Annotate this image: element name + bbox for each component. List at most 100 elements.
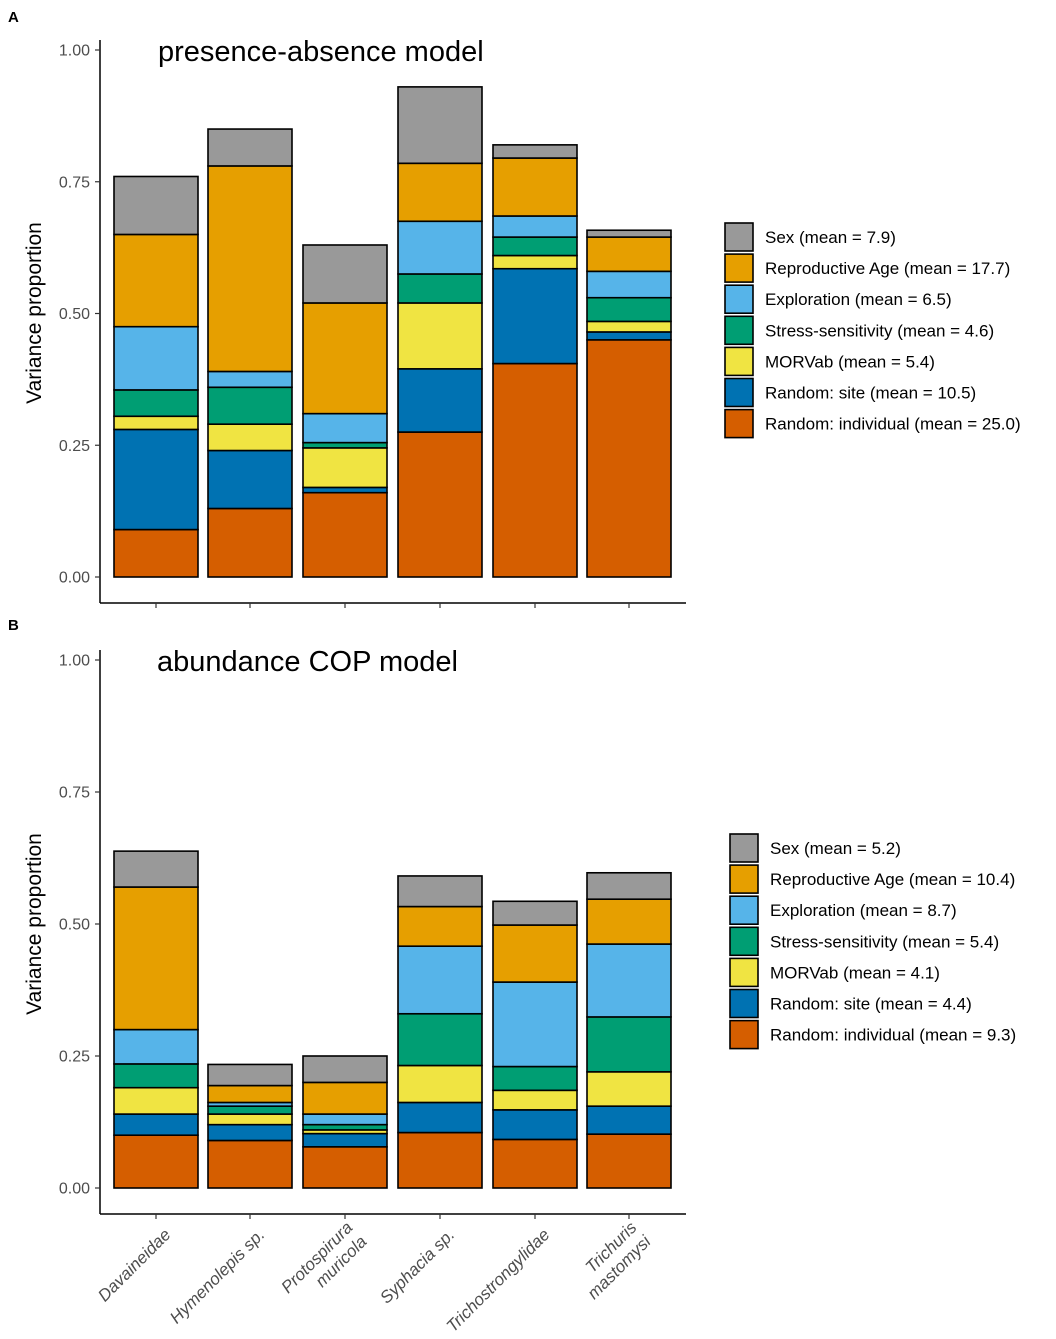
- bar-segment-exploration: [492, 215, 578, 238]
- legend-label: Random: individual (mean = 25.0): [765, 415, 1021, 434]
- x-tick-label: Davaineidae: [94, 1225, 174, 1305]
- bar-segment-sex: [113, 175, 199, 236]
- bar-segment-morvab: [397, 302, 483, 370]
- y-tick-label: 0.25: [59, 438, 90, 455]
- panel-label: B: [8, 617, 19, 634]
- legend-swatch: [729, 833, 759, 863]
- bar-segment-reproductive-age: [586, 898, 672, 945]
- bar-segment-sex: [586, 229, 672, 238]
- legend-swatch: [729, 926, 759, 957]
- legend-swatch: [724, 315, 754, 346]
- legend-swatch: [729, 957, 759, 988]
- y-tick-label: 0.00: [59, 570, 90, 587]
- bar-segment-stress-sensitivity: [492, 236, 578, 257]
- bar-segment-random-site: [207, 449, 293, 510]
- y-tick-label: 1.00: [59, 43, 90, 60]
- legend-swatch: [724, 346, 754, 377]
- y-tick-label: 0.50: [59, 306, 90, 323]
- bar-segment-morvab: [207, 1113, 293, 1126]
- legend-label: Sex (mean = 7.9): [765, 228, 896, 247]
- bar-segment-morvab: [586, 320, 672, 333]
- bar-segment-exploration: [302, 412, 388, 444]
- bar-segment-reproductive-age: [113, 886, 199, 1031]
- bar-segment-exploration: [113, 1028, 199, 1065]
- legend-label: Reproductive Age (mean = 17.7): [765, 259, 1010, 278]
- bar-segment-random-site: [397, 368, 483, 433]
- bar-segment-sex: [492, 144, 578, 159]
- bar-segment-exploration: [586, 943, 672, 1018]
- bar-segment-morvab: [492, 254, 578, 270]
- bar-segment-stress-sensitivity: [207, 386, 293, 425]
- legend-swatch: [729, 988, 759, 1019]
- bar-segment-stress-sensitivity: [586, 296, 672, 323]
- bar-segment-random-individual: [302, 491, 388, 578]
- bar-segment-stress-sensitivity: [207, 1105, 293, 1115]
- panel-title: abundance COP model: [157, 646, 458, 678]
- x-tick-label: Syphacia sp.: [376, 1225, 458, 1307]
- bar-segment-random-site: [492, 1109, 578, 1141]
- bar-segment-random-individual: [207, 507, 293, 578]
- bar-segment-random-site: [113, 428, 199, 531]
- panel-title: presence-absence model: [158, 36, 484, 68]
- bar-segment-random-individual: [302, 1146, 388, 1189]
- bar-segment-sex: [113, 850, 199, 888]
- bar-segment-random-individual: [113, 528, 199, 578]
- x-tick-label: Trichurismastomysi: [570, 1217, 656, 1303]
- bar-segment-stress-sensitivity: [492, 1065, 578, 1092]
- bar-segment-random-individual: [113, 1134, 199, 1189]
- legend-label: Stress-sensitivity (mean = 5.4): [770, 932, 999, 951]
- bar-segment-morvab: [397, 1064, 483, 1104]
- bar-segment-random-site: [397, 1101, 483, 1134]
- legend-label: Random: individual (mean = 9.3): [770, 1026, 1016, 1045]
- bar-segment-random-site: [113, 1113, 199, 1136]
- bar-segment-exploration: [397, 220, 483, 275]
- bar-segment-sex: [586, 871, 672, 900]
- y-axis-title: Variance proportion: [23, 222, 46, 404]
- bar-segment-morvab: [302, 447, 388, 489]
- x-tick-label: Protospiruramuricola: [277, 1218, 370, 1311]
- y-tick-label: 0.75: [59, 174, 90, 191]
- legend-label: Reproductive Age (mean = 10.4): [770, 870, 1015, 889]
- bar-segment-reproductive-age: [302, 302, 388, 415]
- bar-segment-random-individual: [586, 1133, 672, 1189]
- bar-segment-random-site: [586, 1105, 672, 1135]
- bar-segment-random-individual: [492, 1138, 578, 1189]
- bar-segment-morvab: [113, 415, 199, 431]
- bar-segment-exploration: [113, 325, 199, 391]
- legend-label: Exploration (mean = 6.5): [765, 290, 952, 309]
- bar-segment-sex: [397, 875, 483, 908]
- bar-segment-stress-sensitivity: [113, 1063, 199, 1089]
- legend-label: Random: site (mean = 10.5): [765, 384, 976, 403]
- bar-segment-random-site: [302, 1132, 388, 1148]
- bar-segment-sex: [207, 128, 293, 167]
- legend-label: Exploration (mean = 8.7): [770, 901, 957, 920]
- bar-segment-reproductive-age: [207, 1084, 293, 1104]
- bar-segment-stress-sensitivity: [113, 389, 199, 418]
- bar-segment-reproductive-age: [113, 233, 199, 328]
- bar-segment-random-individual: [586, 339, 672, 578]
- bar-segment-random-site: [586, 331, 672, 341]
- legend-swatch: [729, 895, 759, 926]
- bar-segment-exploration: [397, 945, 483, 1015]
- bar-segment-reproductive-age: [397, 905, 483, 947]
- legend-swatch: [724, 222, 754, 252]
- bar-segment-sex: [302, 1055, 388, 1084]
- bar-segment-sex: [492, 900, 578, 926]
- legend-label: Random: site (mean = 4.4): [770, 995, 972, 1014]
- y-axis-title: Variance proportion: [23, 833, 46, 1015]
- legend-label: Stress-sensitivity (mean = 4.6): [765, 321, 994, 340]
- bar-segment-morvab: [586, 1071, 672, 1107]
- bar-segment-exploration: [207, 370, 293, 389]
- legend-swatch: [724, 377, 754, 408]
- bar-segment-morvab: [207, 423, 293, 452]
- bar-segment-stress-sensitivity: [586, 1016, 672, 1073]
- bar-segment-exploration: [302, 1113, 388, 1126]
- bar-segment-random-individual: [397, 1131, 483, 1189]
- bar-segment-exploration: [586, 270, 672, 299]
- bar-segment-random-individual: [397, 431, 483, 578]
- bar-segment-reproductive-age: [492, 924, 578, 983]
- bar-segment-random-individual: [492, 362, 578, 578]
- legend-swatch: [724, 253, 754, 283]
